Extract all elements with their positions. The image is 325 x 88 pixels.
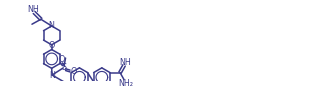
Text: N: N: [49, 70, 55, 80]
Text: S: S: [61, 63, 66, 72]
Text: N: N: [49, 21, 55, 30]
Text: O: O: [58, 55, 64, 64]
Text: O: O: [48, 41, 55, 50]
Text: O: O: [71, 67, 77, 76]
Text: NH: NH: [120, 58, 131, 67]
Text: NH₂: NH₂: [118, 79, 133, 88]
Text: NH: NH: [27, 5, 39, 14]
